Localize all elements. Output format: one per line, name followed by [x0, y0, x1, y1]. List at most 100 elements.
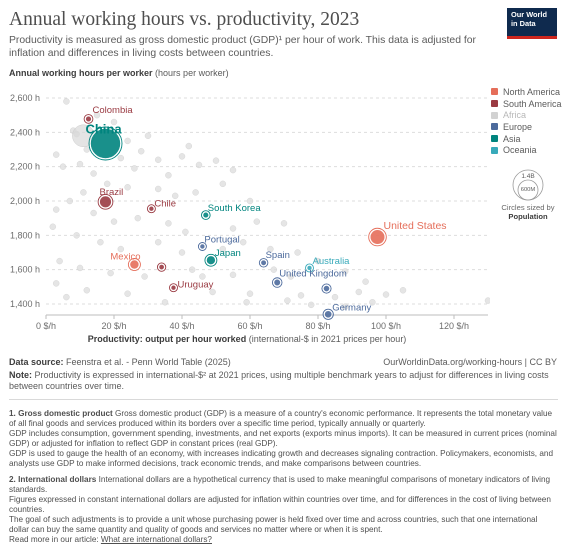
background-point[interactable]	[246, 197, 254, 205]
data-point[interactable]	[323, 285, 330, 292]
data-point[interactable]	[99, 195, 112, 209]
background-point[interactable]	[124, 184, 131, 191]
background-point[interactable]	[134, 214, 142, 222]
background-point[interactable]	[90, 209, 97, 217]
background-point[interactable]	[199, 273, 206, 280]
background-point[interactable]	[76, 264, 84, 272]
background-point[interactable]	[382, 291, 390, 298]
scatter-plot[interactable]: 1,400 h 1,600 h 1,800 h 2,000 h 2,200 h 2,400…	[0, 80, 490, 350]
background-point[interactable]	[294, 249, 301, 256]
background-point[interactable]	[90, 170, 97, 177]
background-point[interactable]	[280, 220, 288, 227]
read-more-link[interactable]: What are international dollars?	[100, 534, 212, 544]
background-point[interactable]	[209, 288, 216, 296]
background-point[interactable]	[93, 111, 101, 119]
background-point[interactable]	[314, 257, 322, 265]
legend-item[interactable]: Africa	[491, 109, 562, 121]
data-point[interactable]	[202, 211, 209, 219]
background-point[interactable]	[97, 238, 104, 246]
background-point[interactable]	[59, 163, 67, 170]
background-point[interactable]	[154, 238, 162, 246]
background-point[interactable]	[53, 151, 60, 158]
background-point[interactable]	[154, 156, 162, 164]
background-point[interactable]	[131, 165, 138, 172]
background-point[interactable]	[331, 293, 339, 301]
data-point[interactable]	[85, 115, 92, 123]
background-point[interactable]	[80, 189, 87, 196]
background-point[interactable]	[188, 266, 196, 273]
background-point[interactable]	[484, 297, 490, 304]
data-point[interactable]	[199, 243, 206, 250]
background-point[interactable]	[103, 180, 111, 188]
data-point[interactable]	[206, 255, 216, 265]
background-point[interactable]	[56, 257, 63, 265]
background-point[interactable]	[267, 245, 274, 253]
background-point[interactable]	[253, 218, 260, 225]
background-point[interactable]	[161, 299, 169, 306]
background-point[interactable]	[362, 278, 369, 285]
data-point[interactable]	[260, 259, 267, 266]
data-point[interactable]	[170, 284, 177, 291]
background-point[interactable]	[165, 220, 172, 227]
legend-item[interactable]: Oceania	[491, 144, 562, 156]
background-point[interactable]	[53, 280, 60, 287]
background-point[interactable]	[399, 287, 407, 294]
background-point[interactable]	[165, 172, 172, 179]
source-url[interactable]: OurWorldinData.org/working-hours | CC BY	[383, 357, 557, 367]
data-point[interactable]	[273, 278, 281, 287]
legend-item[interactable]: Europe	[491, 121, 562, 133]
legend-item[interactable]: South America	[491, 98, 562, 110]
background-point[interactable]	[355, 288, 362, 296]
background-point[interactable]	[53, 206, 60, 213]
background-point[interactable]	[83, 146, 91, 153]
data-point[interactable]	[90, 128, 121, 159]
background-point[interactable]	[171, 192, 179, 200]
background-point[interactable]	[219, 180, 227, 188]
data-point[interactable]	[324, 310, 333, 319]
background-point[interactable]	[178, 249, 186, 256]
background-point[interactable]	[137, 148, 145, 155]
background-point[interactable]	[73, 232, 80, 239]
background-point[interactable]	[284, 297, 291, 304]
background-point[interactable]	[117, 154, 125, 162]
background-point[interactable]	[270, 266, 277, 273]
background-point[interactable]	[63, 293, 70, 301]
background-point[interactable]	[212, 157, 220, 164]
background-point[interactable]	[141, 273, 148, 280]
background-point[interactable]	[83, 287, 91, 294]
data-point[interactable]	[369, 229, 386, 245]
background-point[interactable]	[342, 303, 349, 310]
background-point[interactable]	[308, 301, 315, 309]
data-point[interactable]	[306, 265, 313, 271]
data-point[interactable]	[148, 205, 155, 212]
background-point[interactable]	[297, 292, 305, 299]
background-point[interactable]	[110, 218, 118, 225]
background-point[interactable]	[229, 271, 237, 279]
background-point[interactable]	[76, 160, 84, 168]
background-point[interactable]	[144, 132, 152, 139]
background-point[interactable]	[63, 98, 70, 105]
background-point[interactable]	[124, 137, 131, 145]
data-point[interactable]	[158, 264, 165, 271]
background-point[interactable]	[66, 197, 74, 205]
owid-logo[interactable]: Our World in Data	[507, 8, 557, 36]
background-point[interactable]	[182, 228, 189, 236]
data-source-text[interactable]: Feenstra et al. - Penn World Table (2025…	[66, 357, 231, 367]
background-point[interactable]	[229, 225, 237, 232]
background-point[interactable]	[124, 290, 131, 297]
background-point[interactable]	[107, 269, 114, 277]
background-point[interactable]	[246, 290, 254, 297]
background-point[interactable]	[49, 223, 56, 230]
background-point[interactable]	[239, 238, 247, 246]
background-point[interactable]	[342, 268, 349, 275]
background-point[interactable]	[219, 245, 227, 253]
background-point[interactable]	[192, 189, 199, 196]
legend-item[interactable]: Asia	[491, 133, 562, 145]
background-point[interactable]	[178, 153, 186, 160]
background-point[interactable]	[195, 161, 203, 169]
background-point[interactable]	[229, 166, 237, 174]
background-point[interactable]	[287, 273, 294, 280]
background-point[interactable]	[110, 118, 118, 126]
background-point[interactable]	[154, 185, 162, 193]
background-point[interactable]	[243, 299, 250, 306]
